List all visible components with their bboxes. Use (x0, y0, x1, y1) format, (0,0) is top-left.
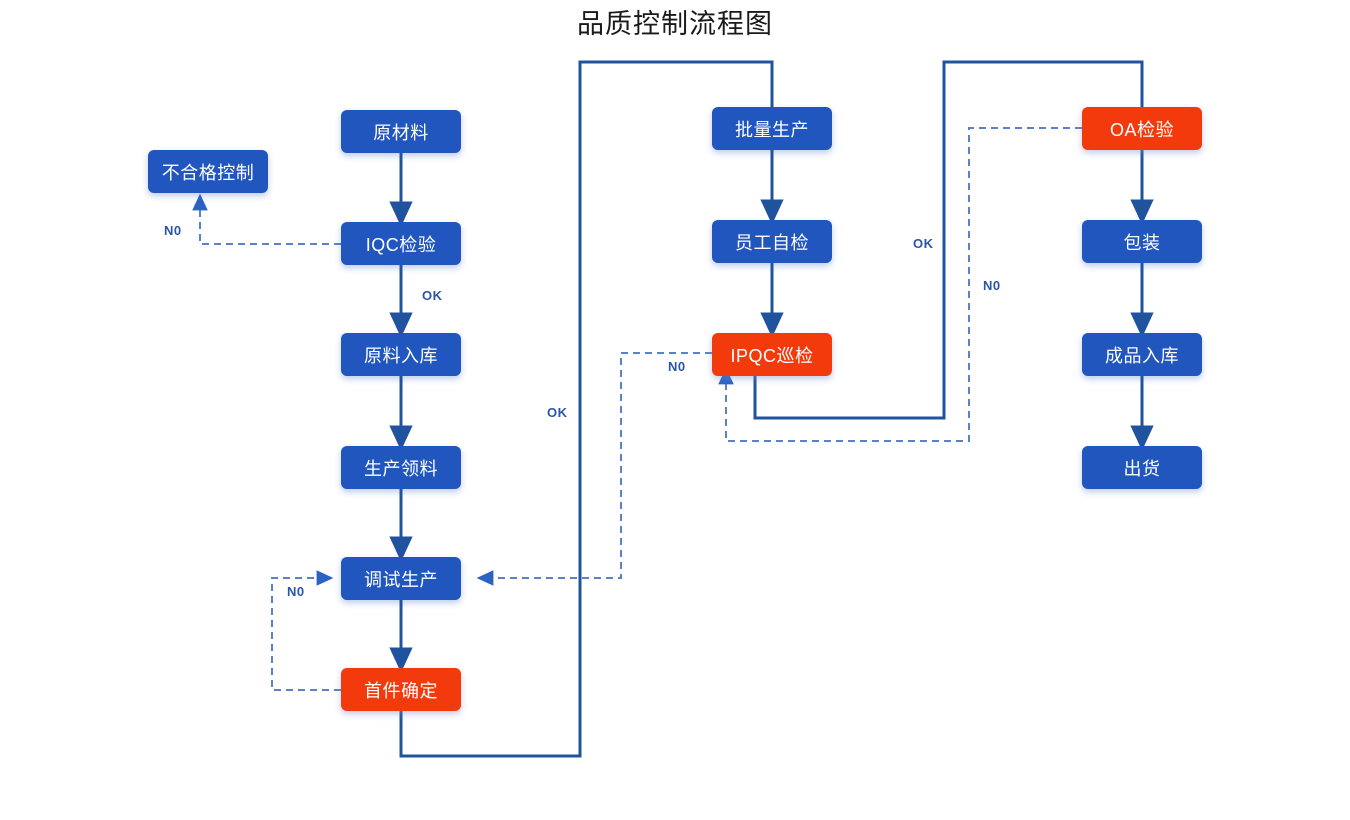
node-self-check[interactable]: 员工自检 (712, 220, 832, 263)
node-label: 包装 (1123, 232, 1161, 253)
node-shipment[interactable]: 出货 (1082, 446, 1202, 489)
node-label: 出货 (1123, 458, 1161, 479)
node-label: 原材料 (373, 122, 429, 143)
edge-iqc-to-nonconforming (192, 193, 341, 245)
edge-label-ipqc-no: N0 (668, 359, 686, 374)
node-label: 不合格控制 (161, 162, 255, 183)
edge-label-ipqc-ok: OK (913, 236, 934, 251)
node-label: IQC检验 (365, 234, 437, 255)
edge-oa-check-to-ipqc (718, 127, 1082, 442)
node-label: IPQC巡检 (730, 345, 814, 366)
node-ipqc[interactable]: IPQC巡检 (712, 333, 832, 376)
edge-ipqc-to-oa-check (753, 60, 1144, 420)
edge-label-oa-no: N0 (983, 278, 1001, 293)
edge-ipqc-to-trial-prod (476, 352, 712, 586)
node-label: 成品入库 (1105, 345, 1179, 366)
node-label: 调试生产 (364, 569, 438, 590)
node-label: OA检验 (1109, 119, 1174, 140)
node-packaging[interactable]: 包装 (1082, 220, 1202, 263)
node-label: 首件确定 (364, 680, 438, 701)
node-prod-issue[interactable]: 生产领料 (341, 446, 461, 489)
node-iqc[interactable]: IQC检验 (341, 222, 461, 265)
node-finished-in[interactable]: 成品入库 (1082, 333, 1202, 376)
edge-label-first-ok: OK (547, 405, 568, 420)
node-first-article[interactable]: 首件确定 (341, 668, 461, 711)
node-nonconforming[interactable]: 不合格控制 (148, 150, 268, 193)
page-title: 品质控制流程图 (577, 9, 773, 39)
node-label: 生产领料 (364, 458, 438, 479)
node-mass-prod[interactable]: 批量生产 (712, 107, 832, 150)
node-label: 员工自检 (735, 232, 809, 253)
node-material-in[interactable]: 原料入库 (341, 333, 461, 376)
node-label: 原料入库 (364, 345, 438, 366)
edge-first-article-to-mass-prod (399, 60, 774, 758)
edge-first-article-to-trial-prod (271, 570, 341, 691)
node-trial-prod[interactable]: 调试生产 (341, 557, 461, 600)
edge-label-iqc-ok: OK (422, 288, 443, 303)
edge-label-first-no: N0 (287, 584, 305, 599)
node-oa-check[interactable]: OA检验 (1082, 107, 1202, 150)
node-raw-material[interactable]: 原材料 (341, 110, 461, 153)
node-label: 批量生产 (735, 119, 809, 140)
edge-label-iqc-no: N0 (164, 223, 182, 238)
